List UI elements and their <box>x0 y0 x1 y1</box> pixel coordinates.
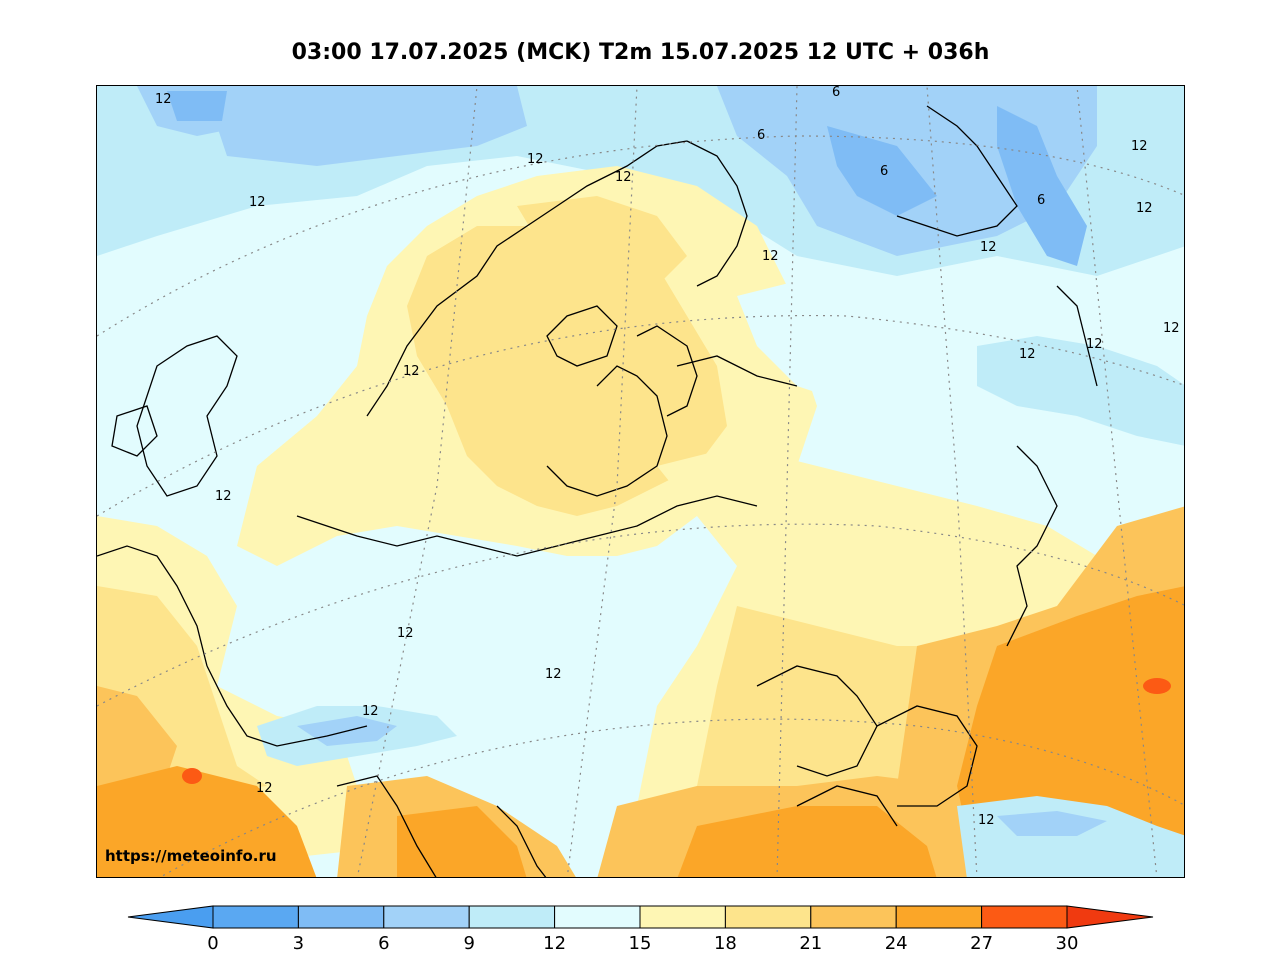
colorbar-tick-label: 3 <box>293 933 304 954</box>
colorbar-segment <box>981 905 1068 929</box>
contour-label: 12 <box>1163 321 1180 336</box>
contour-label: 12 <box>527 152 544 167</box>
map-title: 03:00 17.07.2025 (MCK) T2m 15.07.2025 12… <box>291 40 990 65</box>
colorbar-tick-label: 30 <box>1056 933 1079 954</box>
contour-label: 12 <box>1131 139 1148 154</box>
contour-label: 6 <box>832 86 840 100</box>
contour-label: 12 <box>980 240 997 255</box>
colorbar: 0 3 6 9 12 15 18 21 24 27 30 <box>126 904 1156 964</box>
contour-label: 12 <box>362 704 379 719</box>
colorbar-high-extend <box>1066 905 1154 929</box>
colorbar-tick-label: 0 <box>207 933 218 954</box>
colorbar-segment <box>297 905 385 929</box>
colorbar-tick-label: 24 <box>885 933 908 954</box>
contour-label: 12 <box>1019 347 1036 362</box>
colorbar-tick-label: 12 <box>543 933 566 954</box>
contour-label: 12 <box>403 364 420 379</box>
colorbar-segment <box>554 905 641 929</box>
contour-label: 6 <box>1037 193 1045 208</box>
contour-label: 6 <box>757 128 765 143</box>
contour-label: 12 <box>256 781 273 796</box>
colorbar-segment <box>639 905 726 929</box>
contour-label: 12 <box>978 813 995 828</box>
colorbar-segment <box>724 905 812 929</box>
colorbar-segment <box>383 905 470 929</box>
colorbar-tick-label: 21 <box>799 933 822 954</box>
contour-labels: 12 12 12 12 6 6 6 6 12 12 12 12 12 12 12… <box>155 86 1180 828</box>
colorbar-segment <box>895 905 983 929</box>
colorbar-tick-label: 15 <box>629 933 652 954</box>
colorbar-segment <box>212 905 299 929</box>
contour-label: 12 <box>1086 337 1103 352</box>
colorbar-tick-label: 18 <box>714 933 737 954</box>
contour-label: 12 <box>1136 201 1153 216</box>
colorbar-tick-label: 27 <box>970 933 993 954</box>
colorbar-tick-label: 9 <box>463 933 474 954</box>
colorbar-segment <box>810 905 897 929</box>
temperature-map: 12 12 12 12 6 6 6 6 12 12 12 12 12 12 12… <box>96 85 1185 878</box>
contour-label: 12 <box>762 249 779 264</box>
colorbar-segment <box>468 905 556 929</box>
source-watermark: https://meteoinfo.ru <box>105 847 277 865</box>
contour-label: 12 <box>615 170 632 185</box>
contour-label: 12 <box>215 489 232 504</box>
colorbar-tick-label: 6 <box>378 933 389 954</box>
contour-label: 12 <box>155 92 172 107</box>
contour-label: 12 <box>249 195 266 210</box>
contour-label: 12 <box>545 667 562 682</box>
contour-label: 12 <box>397 626 414 641</box>
colorbar-low-extend <box>127 905 214 929</box>
contour-label: 6 <box>880 164 888 179</box>
